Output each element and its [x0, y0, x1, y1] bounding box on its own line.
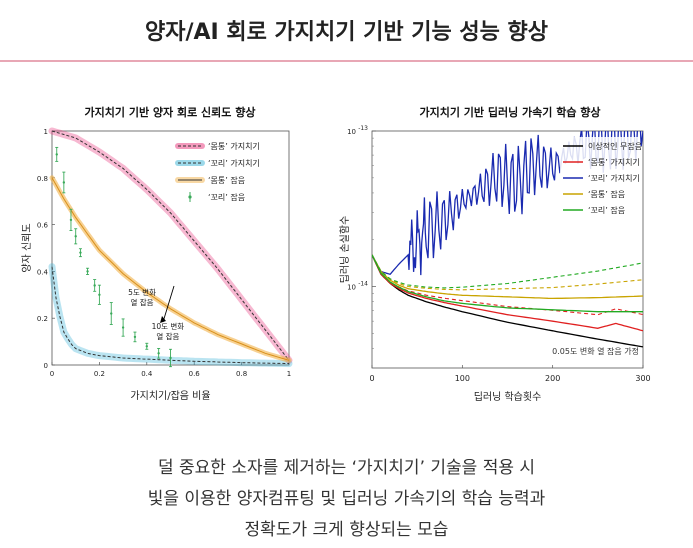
chart-1-point-13: [169, 356, 172, 360]
chart-1-legend-label-2: ‘몸통’ 잡음: [208, 175, 245, 185]
page-title: 양자/AI 회로 가지치기 기반 기능 성능 향상: [144, 20, 549, 45]
caption-line-1: 덜 중요한 소자를 제거하는 ‘가지치기’ 기술을 적용 시: [157, 458, 536, 478]
chart-1-point-11: [145, 345, 148, 348]
chart-2-series-dashed-line-1: [372, 254, 643, 316]
chart-1-series-line-1: [51, 266, 290, 365]
chart-2-series-dashed-line-3: [372, 254, 643, 291]
caption-line-3: 정확도가 크게 향상되는 모습: [244, 520, 449, 540]
chart-1-y-tick-label: 0.6: [37, 222, 49, 230]
chart-1-x-tick-label: 1: [287, 370, 291, 378]
chart-2-legend-bg: [560, 137, 640, 223]
chart-2-y-tick-base: 10: [347, 284, 356, 292]
chart-1-point-4: [79, 251, 82, 254]
chart-1-point-1: [62, 181, 66, 184]
chart-1-annotation-2-line-2: 열 잡음: [156, 331, 179, 341]
chart-1-point-2: [69, 218, 73, 222]
chart-1-point-12: [157, 352, 160, 355]
chart-2-series-line-4: [372, 254, 643, 313]
chart-2-x-tick-label: 300: [635, 374, 650, 383]
chart-1-x-axis-label: 가지치기/잡음 비율: [130, 390, 210, 402]
chart-1-annotation-2-line-1: 10도 변화: [152, 322, 185, 331]
chart-2-title: 가지치기 기반 딥러닝 가속기 학습 향상: [419, 106, 601, 119]
chart-1-series-band-2: [49, 175, 292, 363]
chart-1-series-line-2: [51, 177, 290, 361]
chart-2-legend-label-0: 이상적인 무잡음: [588, 141, 642, 151]
chart-1-annotation-arrow-head: [160, 316, 166, 323]
chart-1-series-line-0: [51, 130, 290, 361]
chart-2-legend-label-1: ‘몸통’ 가지치기: [588, 158, 640, 167]
chart-2-x-tick-label: 100: [455, 374, 470, 383]
chart-1-legend-swatch-dot-3: [188, 195, 192, 199]
chart-1-point-5: [86, 270, 89, 273]
chart-1-y-tick-label: 0.8: [37, 175, 48, 183]
chart-1-legend-label-1: ‘꼬리’ 가지치기: [208, 159, 260, 168]
chart-1-y-tick-label: 0.4: [37, 268, 49, 276]
chart-2-legend-label-2: ‘꼬리’ 가지치기: [588, 174, 640, 183]
chart-2-x-axis-label: 딥러닝 학습횟수: [474, 391, 542, 403]
chart-1-x-tick-label: 0: [50, 370, 54, 378]
chart-2-series-line-2: [372, 131, 643, 276]
chart-1-point-3: [74, 235, 77, 238]
chart-2-y-axis-label: 딥러닝 손실함수: [339, 216, 351, 284]
chart-1-point-10: [133, 335, 137, 339]
chart-1-title: 가지치기 기반 양자 회로 신뢰도 향상: [84, 106, 256, 119]
chart-1-y-tick-label: 1: [44, 128, 48, 136]
chart-1-annotation-1-line-2: 열 잡음: [131, 297, 154, 307]
chart-1-plot-frame: [51, 130, 290, 366]
chart-2-note: 0.05도 변화 열 잡음 가정: [552, 346, 639, 356]
chart-2-series-line-1: [372, 254, 643, 332]
chart-1-point-8: [110, 312, 113, 315]
chart-2-plot-frame: [371, 130, 644, 369]
chart-2-x-tick-label: 200: [545, 374, 560, 383]
chart-1-x-tick-label: 0.4: [141, 370, 153, 378]
chart-1-y-axis-label: 양자 신뢰도: [21, 223, 33, 272]
chart-1-point-0: [55, 153, 58, 156]
chart-2-y-tick-exponent: -13: [358, 125, 368, 132]
chart-1-legend-label-3: ‘꼬리’ 잡음: [208, 192, 245, 202]
caption-line-2: 빛을 이용한 양자컴퓨팅 및 딥러닝 가속기의 학습 능력과: [147, 489, 546, 509]
chart-1-y-tick-label: 0.2: [37, 315, 48, 323]
chart-2-y-tick-base: 10: [347, 128, 356, 136]
chart-2-series-dashed-line-4: [372, 254, 643, 289]
chart-2-y-tick-exponent: -14: [358, 281, 368, 288]
chart-2-x-tick-label: 0: [369, 374, 374, 383]
chart-1-y-tick-label: 0: [44, 362, 48, 370]
chart-1-annotation-arrow-line: [162, 285, 175, 323]
chart-1-point-6: [93, 284, 96, 287]
chart-1-point-9: [121, 326, 125, 329]
header: 양자/AI 회로 가지치기 기반 기능 성능 향상: [0, 0, 693, 62]
chart-2-series-line-0: [372, 254, 643, 348]
chart-1-x-tick-label: 0.8: [236, 370, 247, 378]
chart-1-legend-label-0: ‘몸통’ 가지치기: [208, 142, 260, 151]
chart-2-series-line-3: [372, 254, 643, 300]
chart-2-legend-label-4: ‘꼬리’ 잡음: [588, 205, 625, 215]
chart-1-series-band-1: [48, 263, 293, 368]
chart-1-x-tick-label: 0.6: [189, 370, 201, 378]
chart-1-annotation-1-line-1: 5도 변화: [128, 288, 156, 297]
chart-1-x-tick-label: 0.2: [94, 370, 105, 378]
chart-2-legend-label-3: ‘몸통’ 잡음: [588, 189, 625, 199]
chart-1-point-7: [98, 293, 101, 296]
chart-1-series-band-0: [48, 127, 293, 364]
